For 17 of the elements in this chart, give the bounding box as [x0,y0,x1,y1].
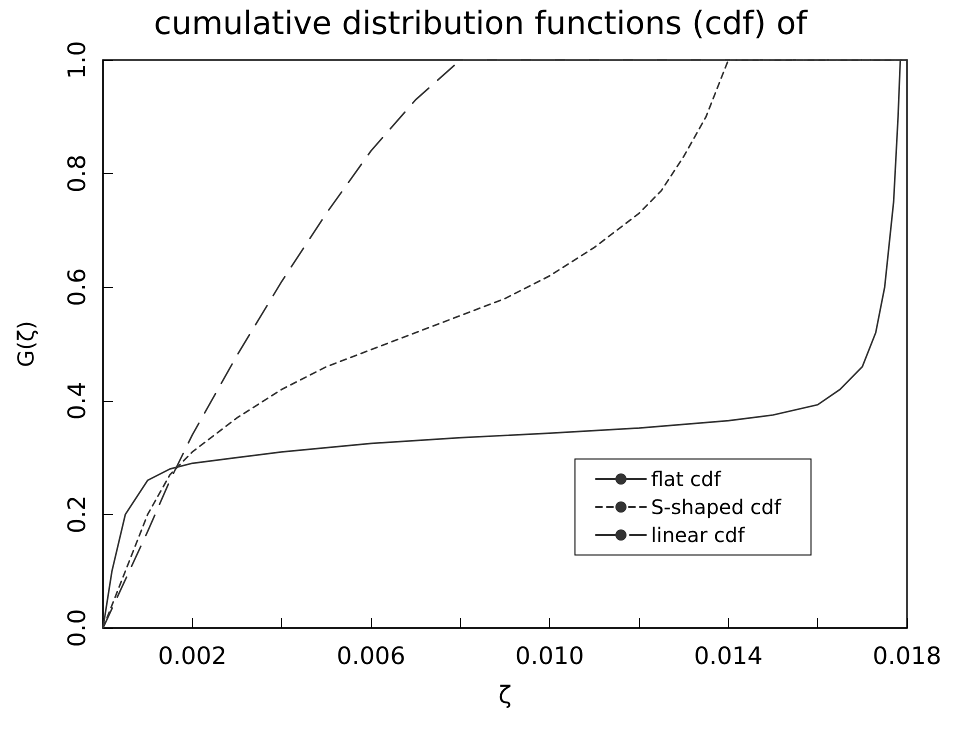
y-tick-label: 0.8 [63,154,91,193]
x-tick-label: 0.010 [515,642,584,670]
y-axis-title: G(ζ) [14,320,40,368]
x-tick-label: 0.002 [158,642,227,670]
x-tick-label: 0.018 [872,642,942,670]
y-tick-label: 1.0 [63,40,91,80]
y-tick-label: 0.0 [63,608,91,648]
y-tick-label: 0.2 [63,495,91,534]
x-tick-label: 0.006 [336,642,406,670]
legend-label: linear cdf [650,523,746,547]
y-tick-label: 0.4 [63,382,91,420]
x-tick-label: 0.014 [694,642,763,670]
y-tick-label: 0.6 [63,268,91,306]
x-axis-title: ζ [498,681,512,709]
chart-title: cumulative distribution functions (cdf) of [154,4,808,42]
legend-label: S-shaped cdf [650,495,782,519]
legend-label: flat cdf [650,467,722,491]
